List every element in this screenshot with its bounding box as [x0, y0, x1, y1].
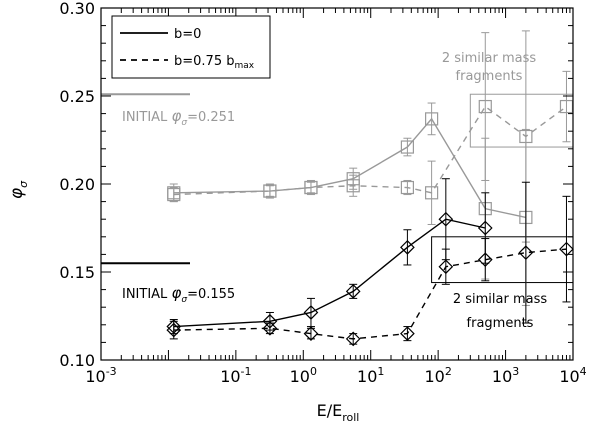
data-point-diamond [438, 211, 454, 227]
initial-black-label: INITIAL φσ=0.155 [122, 284, 235, 305]
annotation-layer: INITIAL φσ=0.251 INITIAL φσ=0.155 2 simila… [101, 51, 574, 331]
series-2 [166, 178, 493, 335]
y-tick-label-2: 0.20 [59, 175, 95, 194]
legend-label-dashed-sub: max [234, 61, 254, 71]
black-fragments-box [431, 236, 574, 284]
data-point-diamond [303, 326, 319, 341]
data-point-square [425, 112, 439, 126]
data-point-square [167, 187, 181, 202]
y-tick-label-1: 0.15 [59, 263, 95, 282]
data-point-square [478, 99, 492, 114]
data-point-diamond [400, 326, 415, 341]
data-point-diamond [477, 220, 493, 236]
y-axis-title: φσ [7, 180, 30, 199]
series-0 [167, 102, 533, 306]
data-point-diamond [518, 245, 534, 260]
x-tick-label-6: 104 [559, 365, 586, 386]
x-tick-label-1: 10-1 [220, 365, 251, 386]
y-tick-label-3: 0.25 [59, 87, 95, 106]
x-axis-title: E/Eroll [317, 401, 360, 424]
data-point-diamond [477, 252, 493, 268]
initial-gray-label: INITIAL φσ=0.251 [122, 107, 235, 128]
y-tick-label-4: 0.30 [59, 0, 95, 18]
legend-label-solid: b=0 [174, 27, 201, 42]
data-point-square [519, 129, 533, 144]
gray-fragments-label-line2: fragments [456, 69, 523, 84]
x-tick-label-5: 103 [492, 365, 519, 386]
legend: b=0 b=0.75 bmax [111, 15, 271, 79]
data-point-diamond [166, 322, 182, 338]
svg-text:φσ: φσ [7, 180, 30, 199]
series-2-line [173, 218, 486, 328]
data-point-square [263, 184, 277, 198]
x-tick-label-0: 10-3 [85, 365, 116, 386]
data-point-diamond [400, 240, 415, 255]
legend-label-dashed: b=0.75 bmax [174, 54, 255, 71]
tick-layer: 0.10 0.15 0.20 0.25 0.30 10-3 10-1 100 101 102 103… [59, 0, 586, 386]
x-tick-label-2: 100 [290, 365, 317, 386]
series-layer [166, 30, 574, 347]
x-tick-label-4: 102 [424, 365, 451, 386]
data-point-diamond [345, 284, 361, 299]
data-point-diamond [559, 241, 574, 257]
data-point-diamond [262, 320, 278, 336]
series-3 [166, 181, 574, 347]
legend-box [111, 15, 271, 79]
black-fragments-label-line2: fragments [467, 316, 534, 331]
data-point-diamond [303, 305, 319, 320]
data-point-square [346, 179, 360, 193]
data-point-square [400, 180, 415, 195]
gray-fragments-label-line1: 2 similar mass [442, 51, 537, 66]
data-point-square [304, 180, 318, 195]
data-point-square [400, 140, 415, 154]
data-point-square [425, 186, 439, 200]
y-tick-label-0: 0.10 [59, 351, 95, 370]
svg-text:E/Eroll: E/Eroll [317, 401, 360, 424]
x-tick-label-3: 101 [357, 365, 384, 386]
data-point-diamond [438, 259, 454, 275]
black-fragments-label-line1: 2 similar mass [453, 292, 548, 307]
data-point-diamond [345, 331, 361, 347]
